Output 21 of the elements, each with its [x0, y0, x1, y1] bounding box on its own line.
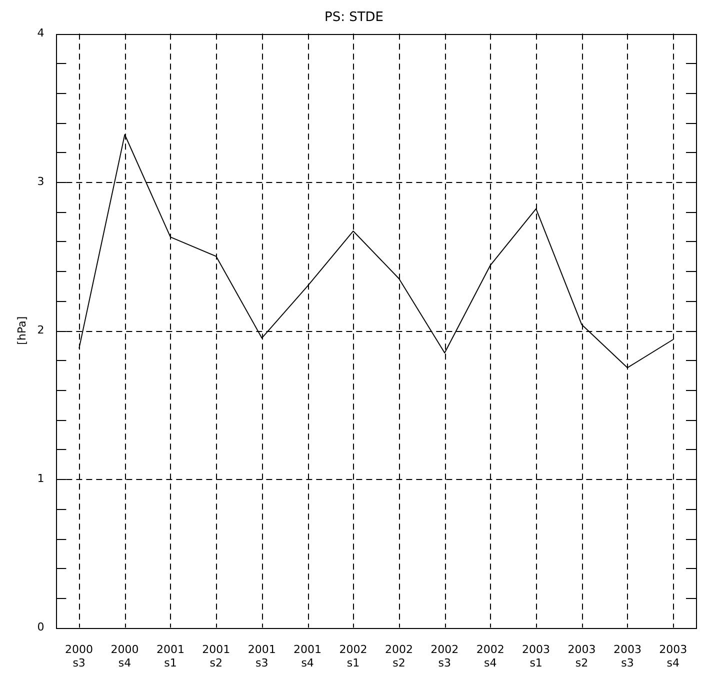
x-tick-label: 2001 s3 [248, 643, 276, 670]
x-tick-label: 2000 s4 [110, 643, 139, 670]
x-tick-label: 2002 s3 [430, 643, 459, 670]
y-tick-label: 2 [37, 323, 44, 336]
x-tick-label: 2003 s1 [522, 643, 550, 670]
x-tick-label: 2001 s4 [294, 643, 322, 670]
x-tick-label: 2003 s3 [613, 643, 642, 670]
y-tick-label: 0 [37, 620, 44, 634]
y-tick-label: 4 [37, 26, 44, 40]
x-tick-label: 2000 s3 [65, 643, 94, 670]
y-tick-label: 3 [37, 174, 44, 188]
x-tick-label: 2002 s1 [339, 643, 368, 670]
chart-title: PS: STDE [324, 10, 384, 26]
x-tick-label: 2003 s4 [659, 643, 688, 670]
x-tick-label: 2001 s2 [202, 643, 230, 670]
y-tick-label: 1 [37, 472, 44, 485]
x-tick-label: 2001 s1 [156, 643, 184, 670]
x-tick-label: 2003 s2 [568, 643, 596, 670]
y-axis-title: [hPa] [15, 316, 28, 345]
x-tick-label: 2002 s4 [476, 643, 504, 670]
x-tick-label: 2002 s2 [384, 643, 413, 670]
